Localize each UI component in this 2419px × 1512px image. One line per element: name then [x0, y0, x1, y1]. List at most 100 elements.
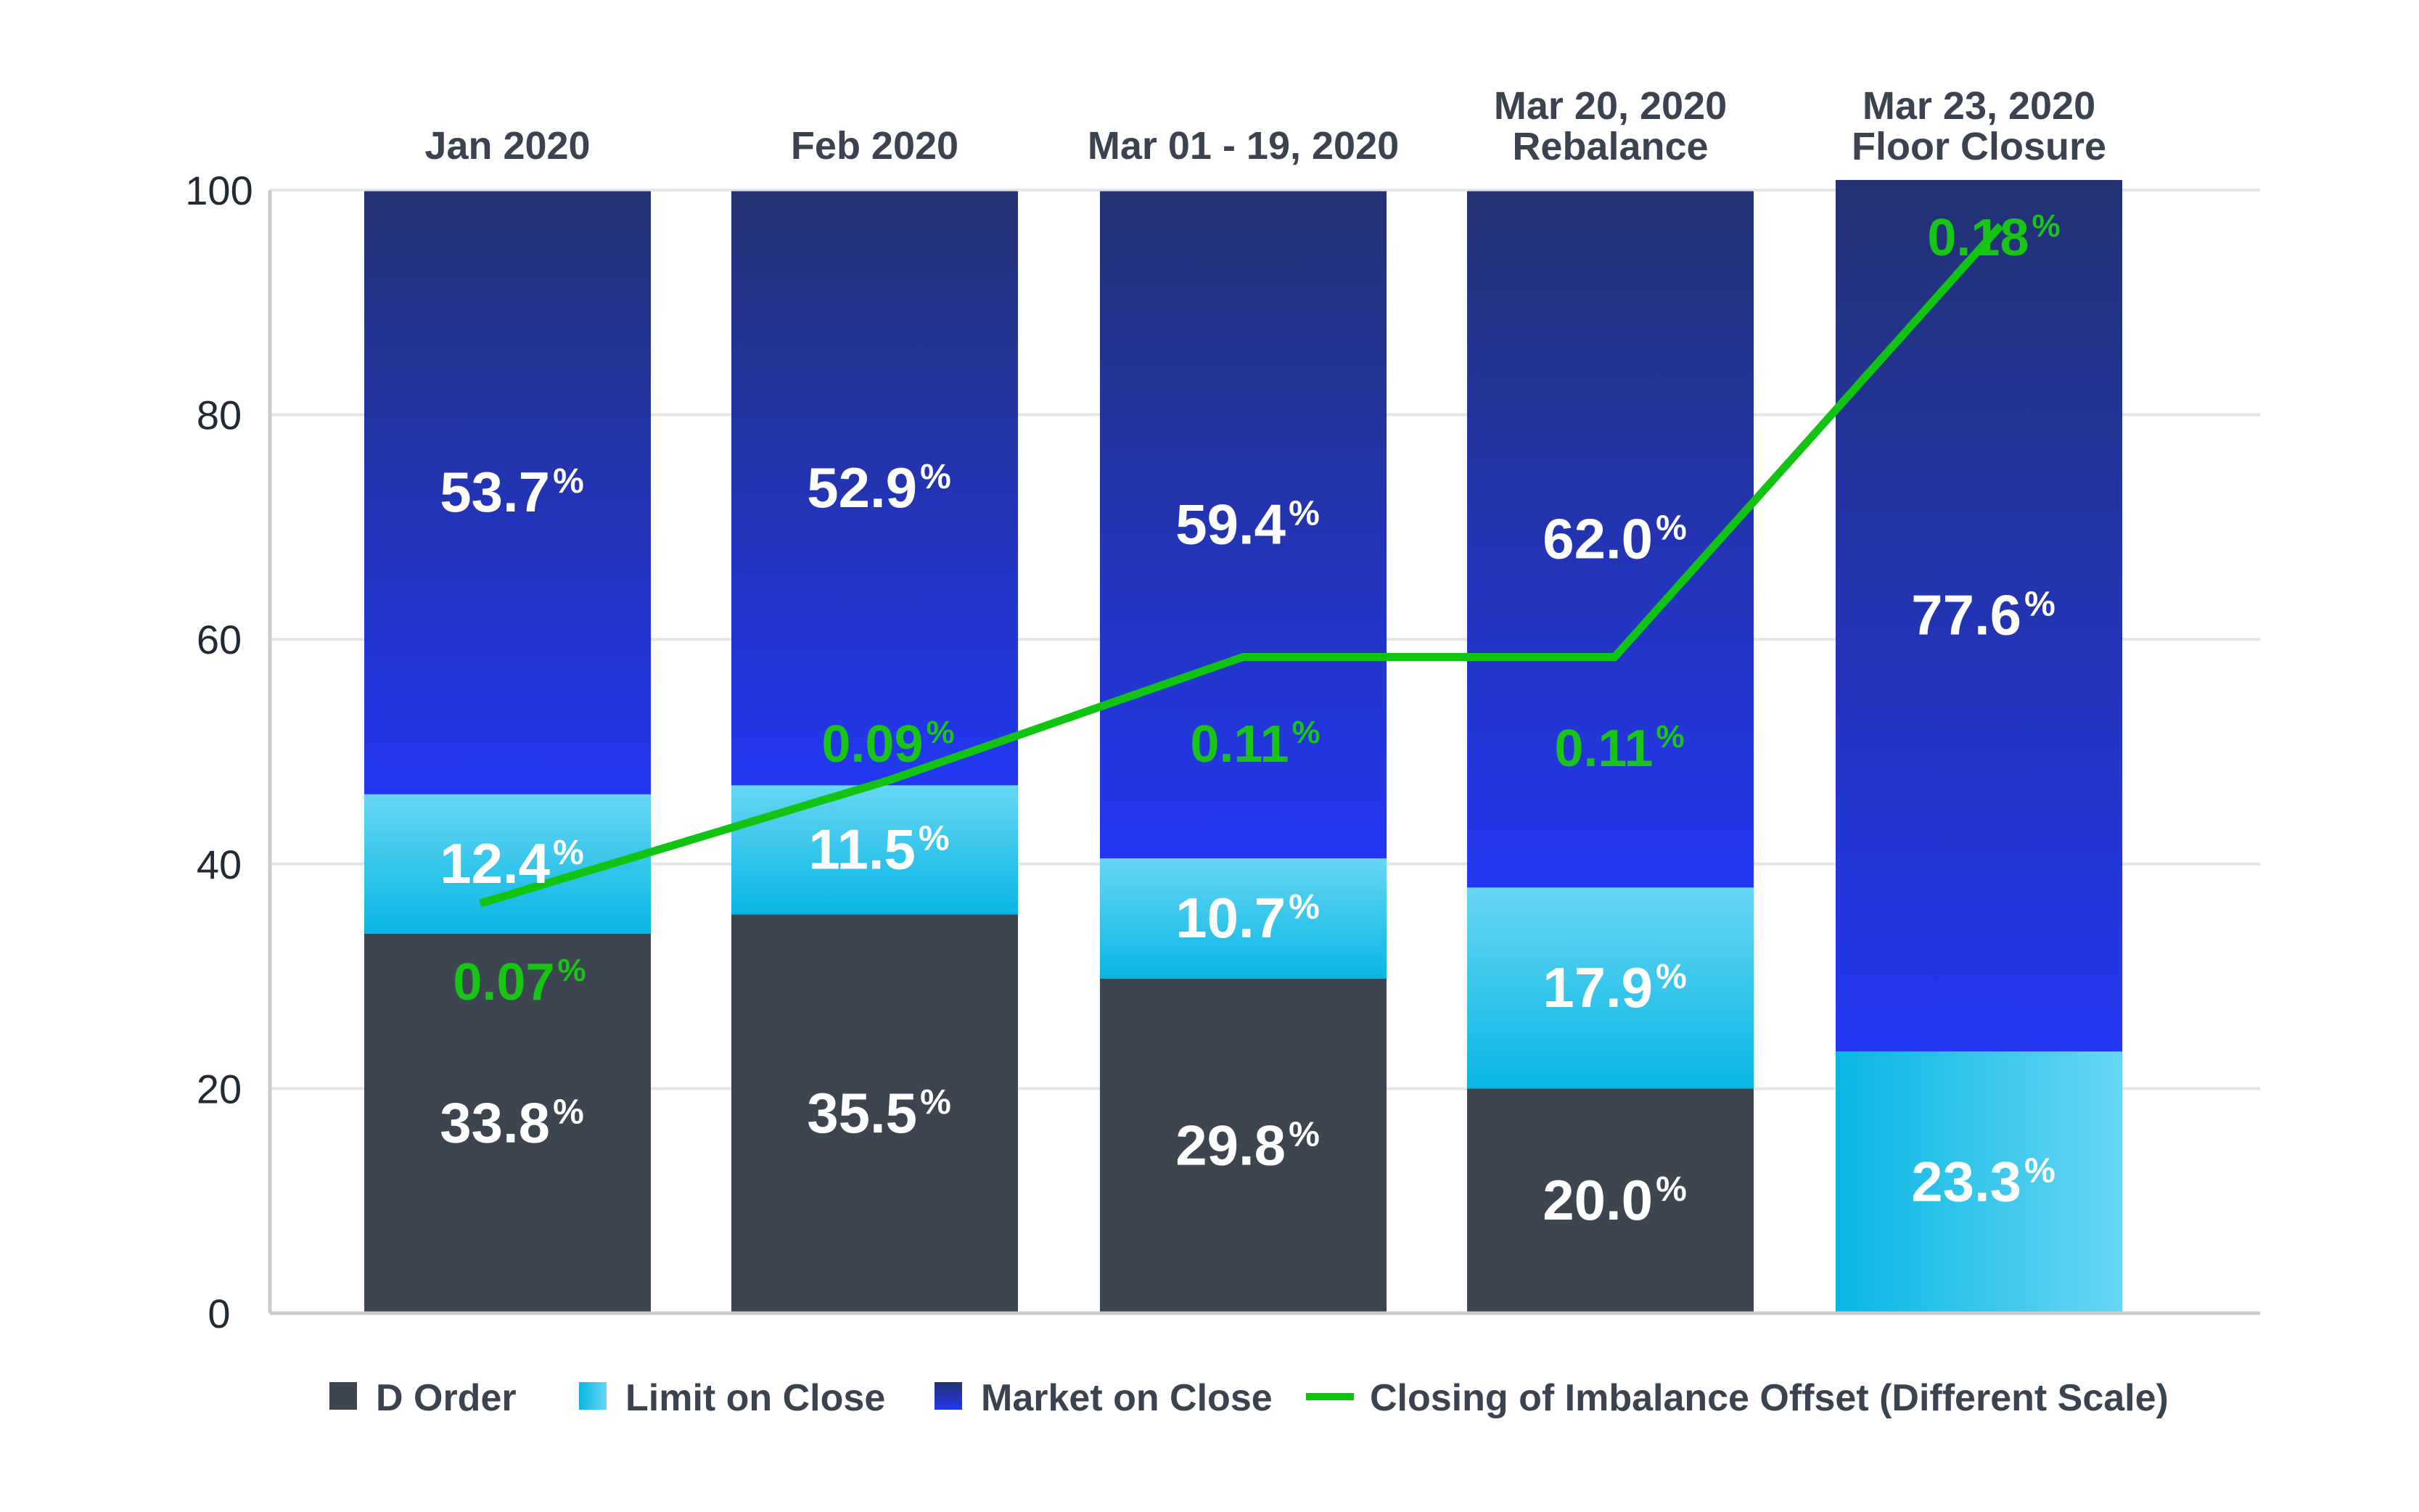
data-label-market-on-close-4-value: 62.0 [1543, 506, 1653, 570]
y-tick-label-0: 0 [208, 1291, 230, 1336]
bar-segment-market-on-close-4 [1467, 191, 1754, 888]
bar-segment-d-order-1 [364, 933, 651, 1313]
bar-segment-limit-on-close-3 [1100, 858, 1387, 979]
data-label-market-on-close-5: 77.6% [1911, 583, 2055, 647]
bar-segment-market-on-close-2 [731, 191, 1018, 786]
data-label-limit-on-close-4-pct-sign: % [1656, 958, 1687, 996]
data-label-market-on-close-2-value: 52.9 [807, 456, 917, 519]
legend-swatch-limit-on-close [579, 1382, 607, 1410]
category-label-5-line-2: Floor Closure [1852, 125, 2106, 168]
legend-swatch-d-order [329, 1382, 357, 1410]
line-label-1-value: 0.07 [453, 953, 554, 1011]
line-label-3-pct-sign: % [1292, 715, 1321, 750]
line-label-5-pct-sign: % [2032, 208, 2061, 244]
bar-segment-market-on-close-3 [1100, 191, 1387, 859]
data-label-market-on-close-1: 53.7% [440, 460, 584, 524]
legend: D Order Limit on Close Market on Close Clos… [329, 1377, 2169, 1419]
data-label-d-order-1-value: 33.8 [440, 1090, 550, 1154]
data-label-limit-on-close-3: 10.7% [1175, 886, 1320, 950]
legend-label-market-on-close: Market on Close [981, 1377, 1273, 1419]
legend-item-imbalance-offset: Closing of Imbalance Offset (Different S… [1306, 1377, 2169, 1419]
data-label-d-order-4: 20.0% [1543, 1168, 1687, 1232]
data-label-market-on-close-4: 62.0% [1543, 506, 1687, 570]
data-label-limit-on-close-2-pct-sign: % [919, 819, 950, 858]
bar-segment-d-order-4 [1467, 1088, 1754, 1313]
data-label-d-order-2: 35.5% [807, 1081, 951, 1145]
line-label-3: 0.11% [1190, 715, 1320, 773]
data-label-d-order-3: 29.8% [1175, 1113, 1320, 1177]
data-label-limit-on-close-5-value: 23.3 [1911, 1150, 2021, 1214]
bar-segment-d-order-2 [731, 914, 1018, 1313]
line-label-1: 0.07% [453, 953, 586, 1011]
category-label-2: Feb 2020 [791, 124, 958, 168]
bar-segment-d-order-3 [1100, 978, 1387, 1313]
data-label-market-on-close-3: 59.4% [1175, 492, 1320, 556]
line-label-2: 0.09% [821, 715, 954, 773]
legend-item-limit-on-close: Limit on Close [579, 1377, 885, 1419]
bar-segment-limit-on-close-5 [1836, 1051, 2122, 1313]
data-label-limit-on-close-4-value: 17.9 [1543, 956, 1653, 1019]
data-label-limit-on-close-2: 11.5% [808, 817, 949, 881]
y-tick-label-40: 40 [197, 842, 242, 887]
legend-label-imbalance-offset: Closing of Imbalance Offset (Different S… [1370, 1377, 2169, 1419]
data-label-market-on-close-3-value: 59.4 [1175, 492, 1286, 556]
data-label-d-order-3-pct-sign: % [1289, 1115, 1320, 1154]
data-label-d-order-1-pct-sign: % [553, 1093, 584, 1131]
line-label-4-pct-sign: % [1656, 719, 1685, 755]
legend-item-market-on-close: Market on Close [935, 1377, 1273, 1419]
line-label-4: 0.11% [1554, 719, 1684, 778]
y-tick-label-60: 60 [197, 617, 242, 662]
data-label-market-on-close-1-value: 53.7 [440, 460, 550, 524]
line-label-2-value: 0.09 [821, 715, 923, 773]
data-label-limit-on-close-1-pct-sign: % [553, 834, 584, 872]
legend-item-d-order: D Order [329, 1377, 517, 1419]
category-label-4-line-1: Mar 20, 2020 [1494, 84, 1727, 128]
y-tick-label-20: 20 [197, 1066, 242, 1112]
line-label-1-pct-sign: % [558, 953, 586, 988]
data-label-market-on-close-5-value: 77.6 [1911, 583, 2021, 647]
bar-segment-market-on-close-1 [364, 191, 651, 794]
data-label-limit-on-close-5-pct-sign: % [2024, 1152, 2055, 1191]
line-label-2-pct-sign: % [927, 715, 955, 750]
data-label-limit-on-close-2-value: 11.5 [808, 817, 916, 881]
data-label-limit-on-close-1: 12.4% [440, 831, 584, 895]
y-tick-label-100: 100 [185, 168, 252, 213]
data-label-d-order-2-pct-sign: % [920, 1083, 951, 1122]
data-label-market-on-close-2: 52.9% [807, 456, 951, 519]
legend-label-limit-on-close: Limit on Close [625, 1377, 885, 1419]
data-label-d-order-4-value: 20.0 [1543, 1168, 1653, 1232]
axes [268, 190, 2260, 1315]
category-label-3: Mar 01 - 19, 2020 [1088, 124, 1399, 168]
data-label-market-on-close-2-pct-sign: % [920, 458, 951, 496]
data-label-market-on-close-3-pct-sign: % [1289, 494, 1320, 533]
data-label-d-order-3-value: 29.8 [1175, 1113, 1286, 1177]
category-label-5-line-1: Mar 23, 2020 [1862, 84, 2095, 128]
bar-segment-limit-on-close-2 [731, 785, 1018, 915]
category-label-4-line-2: Rebalance [1512, 125, 1708, 168]
category-label-1: Jan 2020 [424, 124, 590, 168]
data-label-limit-on-close-3-pct-sign: % [1289, 888, 1320, 926]
imbalance-offset-line [479, 223, 2004, 908]
data-label-market-on-close-4-pct-sign: % [1656, 509, 1687, 547]
bar-segment-limit-on-close-4 [1467, 887, 1754, 1089]
data-label-limit-on-close-3-value: 10.7 [1175, 886, 1286, 950]
data-label-market-on-close-5-pct-sign: % [2024, 586, 2055, 624]
bar-segment-market-on-close-5 [1836, 180, 2122, 1052]
category-labels: Jan 2020 Feb 2020 Mar 01 - 19, 2020 Mar 20,… [424, 84, 2106, 168]
line-label-5: 0.18% [1927, 208, 2060, 267]
data-label-d-order-2-value: 35.5 [807, 1081, 917, 1145]
data-label-limit-on-close-5: 23.3% [1911, 1150, 2055, 1214]
data-labels: 33.8%12.4%53.7%35.5%11.5%52.9%29.8%10.7%… [440, 208, 2060, 1232]
data-label-limit-on-close-4: 17.9% [1543, 956, 1687, 1019]
line-label-4-value: 0.11 [1554, 720, 1653, 778]
legend-label-d-order: D Order [376, 1377, 517, 1419]
y-axis-ticks: 0 20 40 60 80 100 [185, 168, 252, 1336]
line-label-5-value: 0.18 [1927, 209, 2029, 267]
data-label-limit-on-close-1-value: 12.4 [440, 831, 550, 895]
data-label-market-on-close-1-pct-sign: % [553, 462, 584, 501]
line-label-3-value: 0.11 [1190, 715, 1289, 773]
legend-swatch-market-on-close [935, 1382, 962, 1410]
data-label-d-order-4-pct-sign: % [1656, 1170, 1687, 1209]
